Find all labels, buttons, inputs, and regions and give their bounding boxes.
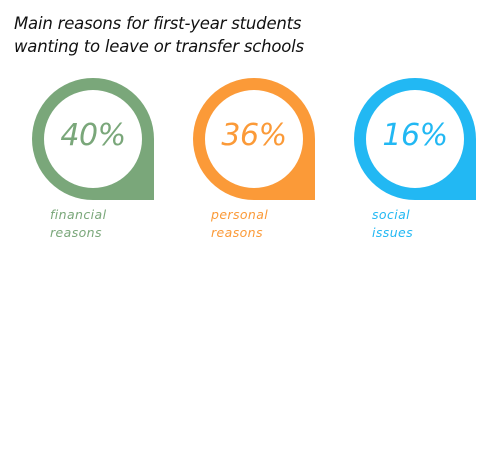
badge-financial-value: 40% bbox=[60, 118, 126, 153]
label-financial-line-2: reasons bbox=[50, 225, 102, 240]
label-personal-line-2: reasons bbox=[211, 225, 263, 240]
badge-social-value: 16% bbox=[382, 118, 448, 153]
label-social: social issues bbox=[372, 206, 413, 242]
label-personal-line-1: personal bbox=[211, 207, 269, 222]
badge-social-hole bbox=[366, 90, 464, 188]
badge-personal: 36% bbox=[193, 78, 315, 200]
label-personal: personal reasons bbox=[211, 206, 268, 242]
chart-title: Main reasons for first-year students wan… bbox=[14, 12, 314, 58]
label-social-line-2: issues bbox=[372, 225, 414, 240]
chart-title-line-2: wanting to leave or transfer schools bbox=[14, 37, 304, 56]
badge-financial-hole bbox=[44, 90, 142, 188]
badge-social: 16% bbox=[354, 78, 476, 200]
label-financial: financial reasons bbox=[50, 206, 106, 242]
badge-personal-value: 36% bbox=[221, 118, 287, 153]
label-social-line-1: social bbox=[372, 207, 411, 222]
badge-financial: 40% bbox=[32, 78, 154, 200]
label-financial-line-1: financial bbox=[50, 207, 107, 222]
badge-personal-hole bbox=[205, 90, 303, 188]
chart-title-line-1: Main reasons for first-year students bbox=[14, 14, 302, 33]
